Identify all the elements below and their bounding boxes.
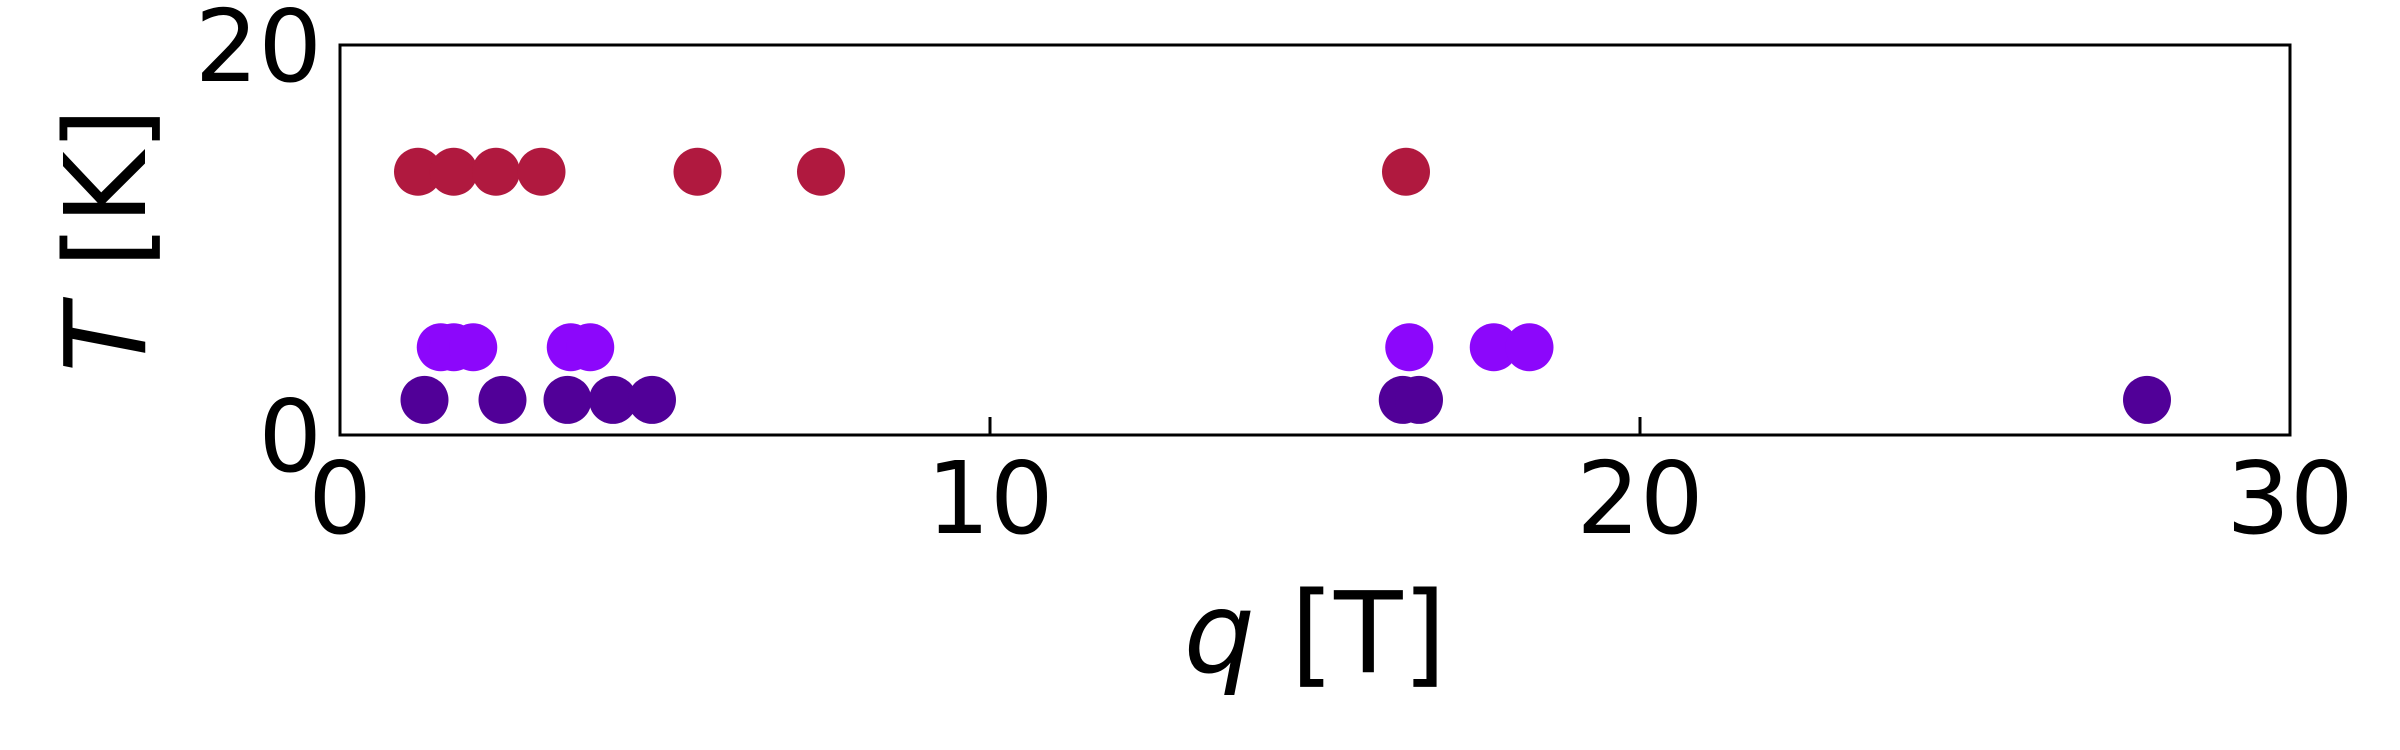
tick-labels: 0 10 20 30 0 20 bbox=[195, 0, 2354, 557]
scatter-point bbox=[2123, 375, 2171, 424]
scatter-point bbox=[517, 147, 566, 196]
series-2 bbox=[400, 375, 2171, 424]
scatter-point bbox=[543, 375, 592, 424]
scatter-point bbox=[478, 375, 527, 424]
axis-ticks bbox=[338, 43, 2292, 437]
x-tick-label: 0 bbox=[308, 440, 372, 557]
scatter-point bbox=[1382, 147, 1430, 196]
scatter-point bbox=[566, 323, 615, 372]
scatter-point bbox=[1505, 323, 1554, 372]
scatter-point bbox=[1395, 375, 1443, 424]
scatter-point bbox=[1469, 323, 1518, 372]
y-axis-label: T [K] bbox=[42, 108, 172, 373]
y-tick-label: 0 bbox=[258, 378, 322, 495]
scatter-point bbox=[429, 147, 478, 196]
scatter-point bbox=[797, 147, 845, 196]
plot-frame bbox=[338, 43, 2292, 437]
scatter-point bbox=[400, 375, 449, 424]
scatter-point bbox=[472, 147, 520, 196]
x-tick-label: 30 bbox=[2226, 440, 2353, 557]
scatter-point bbox=[1385, 323, 1434, 372]
scatter-point bbox=[449, 323, 498, 372]
scatter-point bbox=[394, 147, 442, 196]
x-tick-label: 20 bbox=[1576, 440, 1703, 557]
x-tick-label: 10 bbox=[926, 440, 1053, 557]
x-axis-label: q [T] bbox=[1184, 569, 1447, 699]
series-0 bbox=[394, 147, 1430, 196]
scatter-point bbox=[589, 375, 637, 424]
series-1 bbox=[416, 323, 1554, 372]
scatter-point bbox=[673, 147, 722, 196]
data-points bbox=[394, 147, 2171, 424]
scatter-point bbox=[628, 375, 676, 424]
y-tick-label: 20 bbox=[195, 0, 322, 105]
